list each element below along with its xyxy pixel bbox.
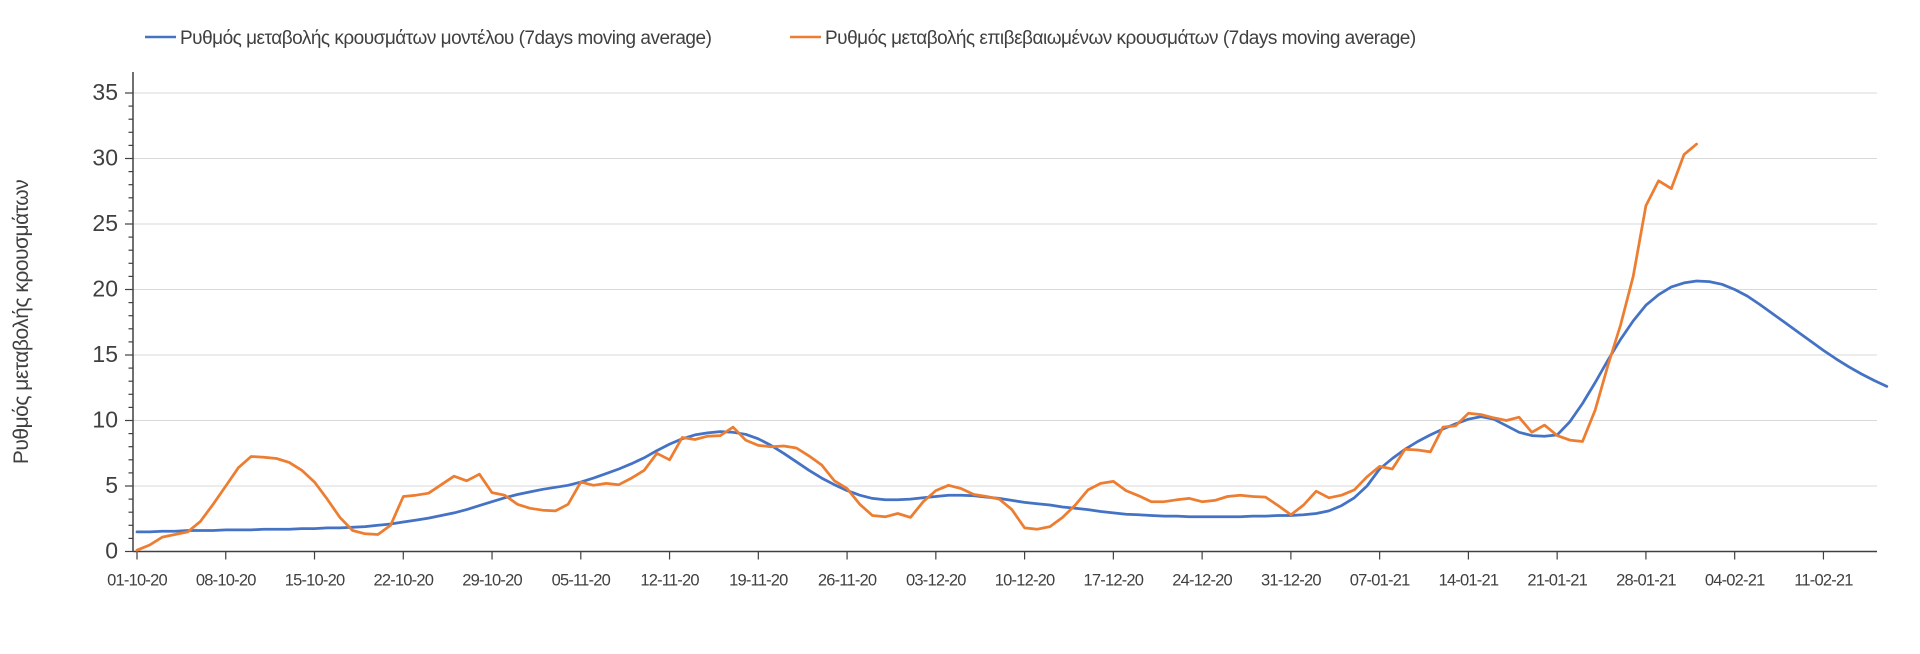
- x-tick-label: 05-11-20: [552, 572, 611, 590]
- x-tick-label: 24-12-20: [1172, 572, 1232, 590]
- y-tick-labels: 0 5 10 15 20 25 30 35: [92, 79, 118, 564]
- x-tick-label: 08-10-20: [196, 572, 256, 590]
- x-tick-label: 28-01-21: [1616, 572, 1676, 590]
- x-tick-label: 14-01-21: [1439, 572, 1499, 590]
- x-tick-label: 29-10-20: [462, 572, 522, 590]
- y-axis-title: Ρυθμός μεταβολής κρουσμάτων: [10, 180, 33, 464]
- x-tick-label: 21-01-21: [1527, 572, 1587, 590]
- x-tick-label: 04-02-21: [1705, 572, 1765, 590]
- y-tick-label: 20: [92, 276, 118, 302]
- legend: Ρυθμός μεταβολής κρουσμάτων μοντέλου (7d…: [145, 28, 1416, 49]
- x-tick-label: 12-11-20: [640, 572, 699, 590]
- axes: [125, 72, 1877, 560]
- y-tick-label: 25: [92, 210, 118, 236]
- x-tick-label: 01-10-20: [107, 572, 167, 590]
- y-tick-label: 10: [92, 407, 118, 433]
- x-tick-label: 10-12-20: [995, 572, 1055, 590]
- y-tick-label: 0: [105, 538, 118, 564]
- x-tick-label: 22-10-20: [373, 572, 433, 590]
- confirmed-series-line: [135, 142, 1698, 552]
- y-tick-label: 35: [92, 79, 118, 105]
- legend-label-model: Ρυθμός μεταβολής κρουσμάτων μοντέλου (7d…: [180, 28, 712, 49]
- legend-label-confirmed: Ρυθμός μεταβολής επιβεβαιωμένων κρουσμάτ…: [825, 28, 1416, 49]
- x-tick-label: 03-12-20: [906, 572, 966, 590]
- y-tick-label: 15: [92, 341, 118, 367]
- x-tick-label: 26-11-20: [818, 572, 877, 590]
- x-tick-label: 19-11-20: [729, 572, 788, 590]
- series-lines: [135, 142, 1889, 552]
- x-tick-label: 31-12-20: [1261, 572, 1321, 590]
- x-tick-label: 11-02-21: [1794, 572, 1853, 590]
- x-tick-label: 17-12-20: [1084, 572, 1144, 590]
- x-tick-label: 07-01-21: [1350, 572, 1410, 590]
- model-series-line: [135, 279, 1889, 534]
- x-tick-labels: 01-10-20 08-10-20 15-10-20 22-10-20 29-10-20…: [107, 572, 1854, 590]
- x-tick-label: 15-10-20: [285, 572, 345, 590]
- gridlines: [133, 92, 1877, 487]
- y-tick-label: 5: [105, 472, 118, 498]
- y-tick-label: 30: [92, 145, 118, 171]
